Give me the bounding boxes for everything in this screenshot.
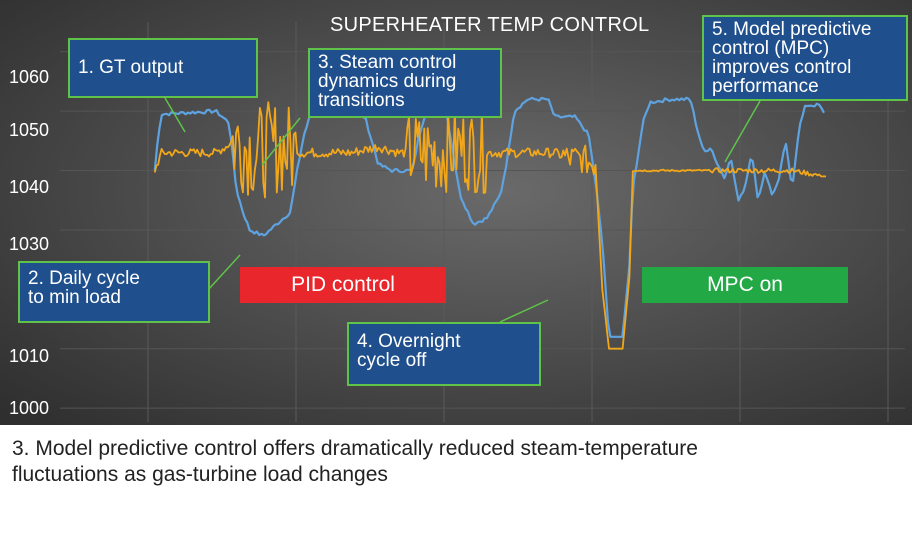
y-tick-label: 1040: [9, 177, 50, 197]
callout-gt-output: 1. GT output: [68, 38, 258, 98]
callout-leader-line: [499, 299, 549, 323]
steam-temp-line: [153, 101, 827, 350]
pid-control-band: PID control: [240, 267, 446, 303]
chart-figure: SUPERHEATER TEMP CONTROL 1060 1050 1040 …: [0, 0, 912, 425]
y-tick-label: 1010: [9, 346, 50, 366]
callout-daily-cycle: 2. Daily cycle to min load: [18, 261, 210, 323]
y-tick-label: 1050: [9, 120, 50, 140]
callout-steam-control: 3. Steam control dynamics during transit…: [308, 48, 502, 118]
mpc-on-band: MPC on: [642, 267, 848, 303]
callout-leader-line: [724, 100, 761, 163]
figure-caption: 3. Model predictive control offers drama…: [12, 437, 698, 486]
chart-title: SUPERHEATER TEMP CONTROL: [330, 14, 650, 36]
gt-output-line: [153, 96, 825, 338]
callout-leader-line: [207, 254, 241, 291]
y-tick-label: 1060: [9, 67, 50, 87]
callout-overnight-off: 4. Overnight cycle off: [347, 322, 541, 386]
callout-mpc: 5. Model predictive control (MPC) improv…: [702, 15, 908, 101]
callout-leader-line: [164, 97, 186, 133]
callout-leader-line: [261, 117, 301, 166]
y-tick-label: 1030: [9, 234, 50, 254]
y-tick-label: 1000: [9, 398, 50, 418]
